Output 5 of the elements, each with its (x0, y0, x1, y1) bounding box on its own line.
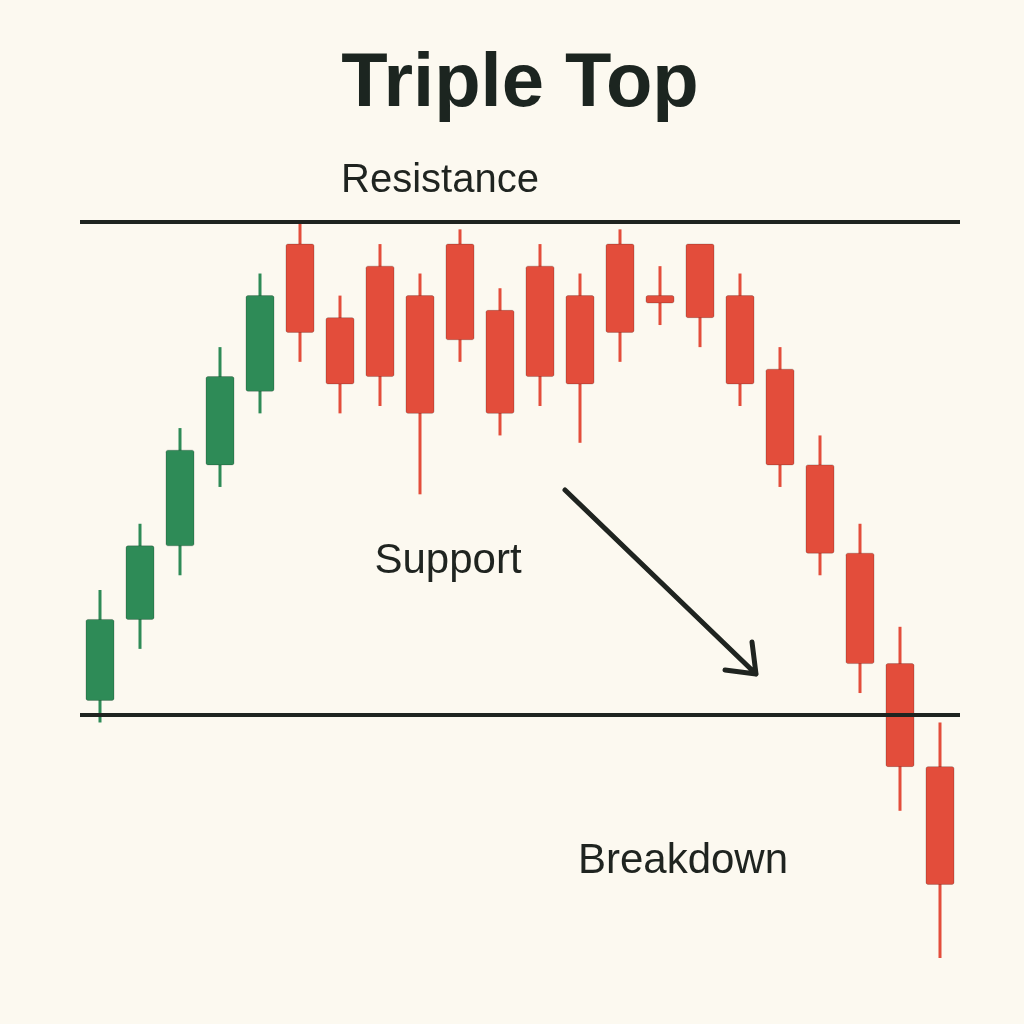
annotation: Breakdown (577, 835, 789, 882)
candlestick (645, 266, 675, 327)
ref-line-label: Resistance (341, 156, 539, 200)
annotation: Support (374, 535, 522, 582)
chart-title: Triple Top (341, 37, 699, 122)
